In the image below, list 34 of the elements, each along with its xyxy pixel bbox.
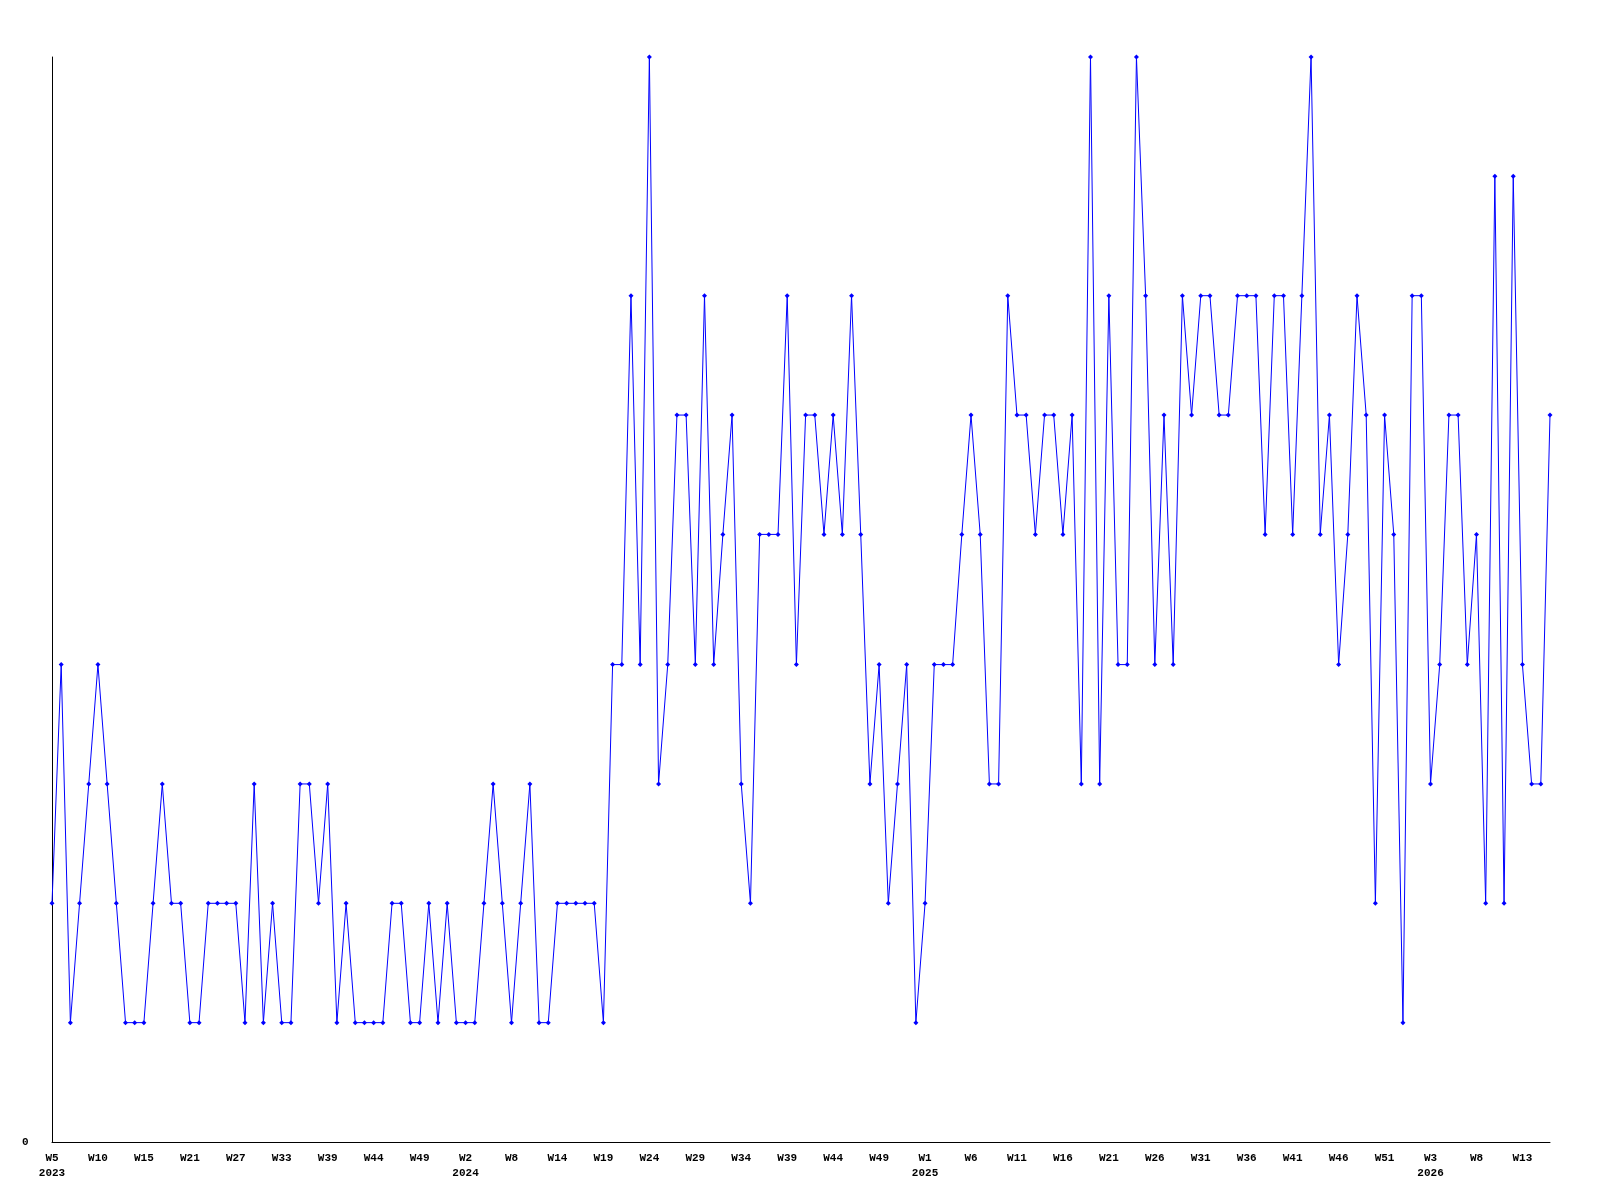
x-tick-label: W21 [1098, 1151, 1120, 1164]
x-tick-label: W33 [271, 1151, 293, 1164]
x-tick-label: W21 [179, 1151, 201, 1164]
x-tick-label: W16 [1053, 1151, 1073, 1164]
x-tick-label: W36 [1236, 1151, 1257, 1164]
x-tick-label: W46 [1328, 1151, 1349, 1164]
x-tick-label: W14 [547, 1151, 568, 1164]
x-tick-label: W51 [1374, 1151, 1395, 1164]
x-tick-label: W8 [1469, 1151, 1484, 1164]
x-tick-label: W3 2026 [1417, 1151, 1444, 1179]
x-tick-label: W1 2025 [911, 1151, 939, 1179]
x-tick-label: W34 [731, 1151, 752, 1164]
x-tick-label: W15 [134, 1151, 155, 1164]
x-tick-label: W19 [593, 1151, 614, 1164]
x-tick-label: W11 [1007, 1151, 1028, 1164]
x-tick-label: W24 [639, 1151, 660, 1164]
x-tick-label: W41 [1282, 1151, 1303, 1164]
x-tick-label: W39 [317, 1151, 338, 1164]
x-tick-label: W26 [1144, 1151, 1165, 1164]
x-tick-label: W31 [1190, 1151, 1212, 1164]
x-tick-label: W8 [504, 1151, 519, 1164]
x-tick-label: W2 2024 [452, 1151, 480, 1179]
x-tick-label: W13 [1512, 1151, 1533, 1164]
x-tick-label: W44 [823, 1151, 844, 1164]
x-tick-label: W44 [363, 1151, 384, 1164]
x-tick-label: W5 2023 [38, 1151, 66, 1179]
x-tick-label: W39 [777, 1151, 798, 1164]
x-tick-label: W6 [964, 1151, 978, 1164]
x-tick-label: W29 [685, 1151, 706, 1164]
x-tick-label: W27 [225, 1151, 246, 1164]
x-tick-label: W49 [869, 1151, 890, 1164]
x-tick-label: W10 [88, 1151, 108, 1164]
text: 0 [22, 1135, 29, 1148]
x-tick-label: W49 [409, 1151, 430, 1164]
